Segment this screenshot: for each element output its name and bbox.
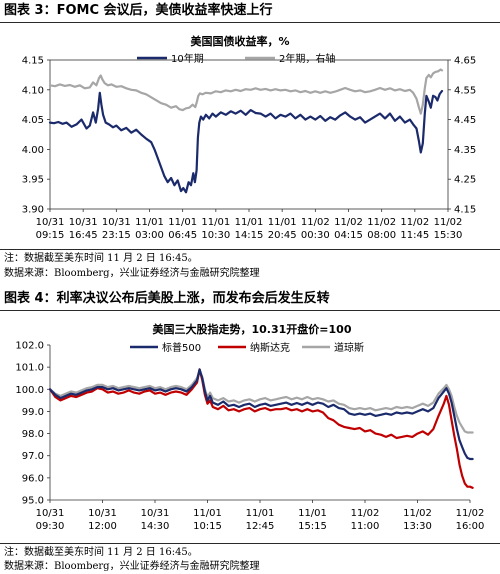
x-tick-label: 11/02 <box>434 217 463 228</box>
yield-plot-frame <box>49 59 449 210</box>
figure2-source: 数据来源：Bloomberg，兴业证券经济与金融研究院整理 <box>4 561 260 572</box>
x-tick-label: 11:00 <box>351 521 380 532</box>
x-tick-label: 11/01 <box>201 217 230 228</box>
equity-chart: 美国三大股指走势，10.31开盘价=100 标普500 纳斯达克 道琼斯 95.… <box>15 322 485 532</box>
x-tick-label: 11/02 <box>403 508 432 519</box>
legend-label-dow: 道琼斯 <box>334 341 364 354</box>
x-tick-label: 11/01 <box>135 217 164 228</box>
y-right-tick-label: 4.55 <box>454 85 476 96</box>
equity-legend: 标普500 纳斯达克 道琼斯 <box>130 341 364 354</box>
figure1-source: 数据来源：Bloomberg，兴业证券经济与金融研究院整理 <box>4 268 260 279</box>
y-left-tick-label: 98.0 <box>22 429 44 440</box>
figure1-note: 注：数据截至美东时间 11 月 2 日 16:45。 <box>4 253 198 264</box>
y-left-tick-label: 101.0 <box>15 363 44 374</box>
y-left-tick-label: 102.0 <box>15 341 44 352</box>
yield-right-axis: 4.15 4.25 4.35 4.45 4.55 4.65 <box>448 56 476 216</box>
equity-series <box>48 368 474 489</box>
x-tick-label: 10/31 <box>36 508 65 519</box>
x-tick-label: 11/01 <box>168 217 197 228</box>
x-tick-label: 08:00 <box>367 230 396 241</box>
legend-label-sp500: 标普500 <box>162 341 201 354</box>
x-tick-label: 16:45 <box>69 230 98 241</box>
figure2-top-rule <box>0 310 500 311</box>
y-left-tick-label: 4.05 <box>22 115 44 126</box>
y-left-tick-label: 96.0 <box>22 473 44 484</box>
equity-x-axis: 10/31 09:30 10/31 12:00 10/31 14:30 11/01 10:15… <box>36 500 485 532</box>
x-tick-label: 11/01 <box>193 508 222 519</box>
x-tick-label: 06:45 <box>168 230 197 241</box>
x-tick-label: 09:15 <box>36 230 65 241</box>
x-tick-label: 12:45 <box>246 521 275 532</box>
yield-series <box>48 68 444 194</box>
x-tick-label: 15:15 <box>298 521 327 532</box>
x-tick-label: 11/01 <box>268 217 297 228</box>
x-tick-label: 11/02 <box>351 508 380 519</box>
y-left-tick-label: 97.0 <box>22 451 44 462</box>
x-tick-label: 11/01 <box>246 508 275 519</box>
x-tick-label: 10/31 <box>141 508 170 519</box>
yield-x-axis: 10/31 09:15 10/31 16:45 10/31 23:15 11/01 03:00… <box>36 209 463 241</box>
y-right-tick-label: 4.15 <box>454 205 476 216</box>
x-tick-label: 14:15 <box>235 230 264 241</box>
y-right-tick-label: 4.45 <box>454 115 476 126</box>
x-tick-label: 11/02 <box>301 217 330 228</box>
x-tick-label: 13:30 <box>403 521 432 532</box>
series-line-1 <box>48 68 444 115</box>
y-left-tick-label: 4.15 <box>22 56 44 67</box>
figure2-caption: 图表 4：利率决议公布后美股上涨，而发布会后发生反转 <box>4 291 330 306</box>
x-tick-label: 10/31 <box>88 508 117 519</box>
y-left-tick-label: 99.0 <box>22 407 44 418</box>
x-tick-label: 11/01 <box>298 508 327 519</box>
legend-label-10y: 10年期 <box>171 52 204 65</box>
y-left-tick-label: 4.00 <box>22 145 44 156</box>
x-tick-label: 09:30 <box>36 521 65 532</box>
series-line-1 <box>48 368 474 489</box>
y-left-tick-label: 100.0 <box>15 385 44 396</box>
x-tick-label: 16:00 <box>456 521 485 532</box>
x-tick-label: 11/02 <box>400 217 429 228</box>
yield-left-axis: 3.90 3.95 4.00 4.05 4.10 4.15 <box>22 56 50 216</box>
x-tick-label: 23:15 <box>102 230 131 241</box>
figure2-bottom-rule <box>0 543 500 544</box>
yield-chart-title: 美国国债收益率，% <box>190 34 289 48</box>
x-tick-label: 10/31 <box>36 217 65 228</box>
figure1-bottom-rule <box>0 249 500 250</box>
legend-label-nasdaq: 纳斯达克 <box>250 341 290 354</box>
legend-label-2y: 2年期，右轴 <box>279 52 335 65</box>
series-line-0 <box>48 89 444 194</box>
x-tick-label: 20:45 <box>268 230 297 241</box>
x-tick-label: 10/31 <box>69 217 98 228</box>
x-tick-label: 00:30 <box>301 230 330 241</box>
y-right-tick-label: 4.35 <box>454 145 476 156</box>
x-tick-label: 11/02 <box>334 217 363 228</box>
x-tick-label: 10:30 <box>201 230 230 241</box>
x-tick-label: 11:45 <box>400 230 429 241</box>
yield-chart: 美国国债收益率，% 10年期 2年期，右轴 3.90 3.95 4.00 4.05 4.… <box>22 34 477 241</box>
equity-chart-title: 美国三大股指走势，10.31开盘价=100 <box>153 322 352 336</box>
y-left-tick-label: 95.0 <box>22 496 44 507</box>
x-tick-label: 12:00 <box>88 521 117 532</box>
equity-left-axis: 95.0 96.0 97.0 98.0 99.0 100.0 101.0 102.0 <box>15 341 50 507</box>
x-tick-label: 15:30 <box>434 230 463 241</box>
x-tick-label: 10:15 <box>193 521 222 532</box>
figure2-note: 注：数据截至美东时间 11 月 2 日 16:45。 <box>4 547 198 558</box>
y-right-tick-label: 4.25 <box>454 175 476 186</box>
x-tick-label: 04:15 <box>334 230 363 241</box>
x-tick-label: 11/01 <box>235 217 264 228</box>
series-line-0 <box>48 368 474 461</box>
figure1-top-rule <box>0 22 500 23</box>
y-left-tick-label: 3.95 <box>22 175 44 186</box>
figure1-caption: 图表 3：FOMC 会议后，美债收益率快速上行 <box>4 3 273 18</box>
y-left-tick-label: 3.90 <box>22 205 44 216</box>
x-tick-label: 14:30 <box>141 521 170 532</box>
x-tick-label: 11/02 <box>367 217 396 228</box>
x-tick-label: 11/02 <box>456 508 485 519</box>
x-tick-label: 10/31 <box>102 217 131 228</box>
yield-legend: 10年期 2年期，右轴 <box>137 52 335 65</box>
series-line-2 <box>48 369 474 434</box>
y-right-tick-label: 4.65 <box>454 56 476 67</box>
y-left-tick-label: 4.10 <box>22 85 44 96</box>
x-tick-label: 03:00 <box>135 230 164 241</box>
